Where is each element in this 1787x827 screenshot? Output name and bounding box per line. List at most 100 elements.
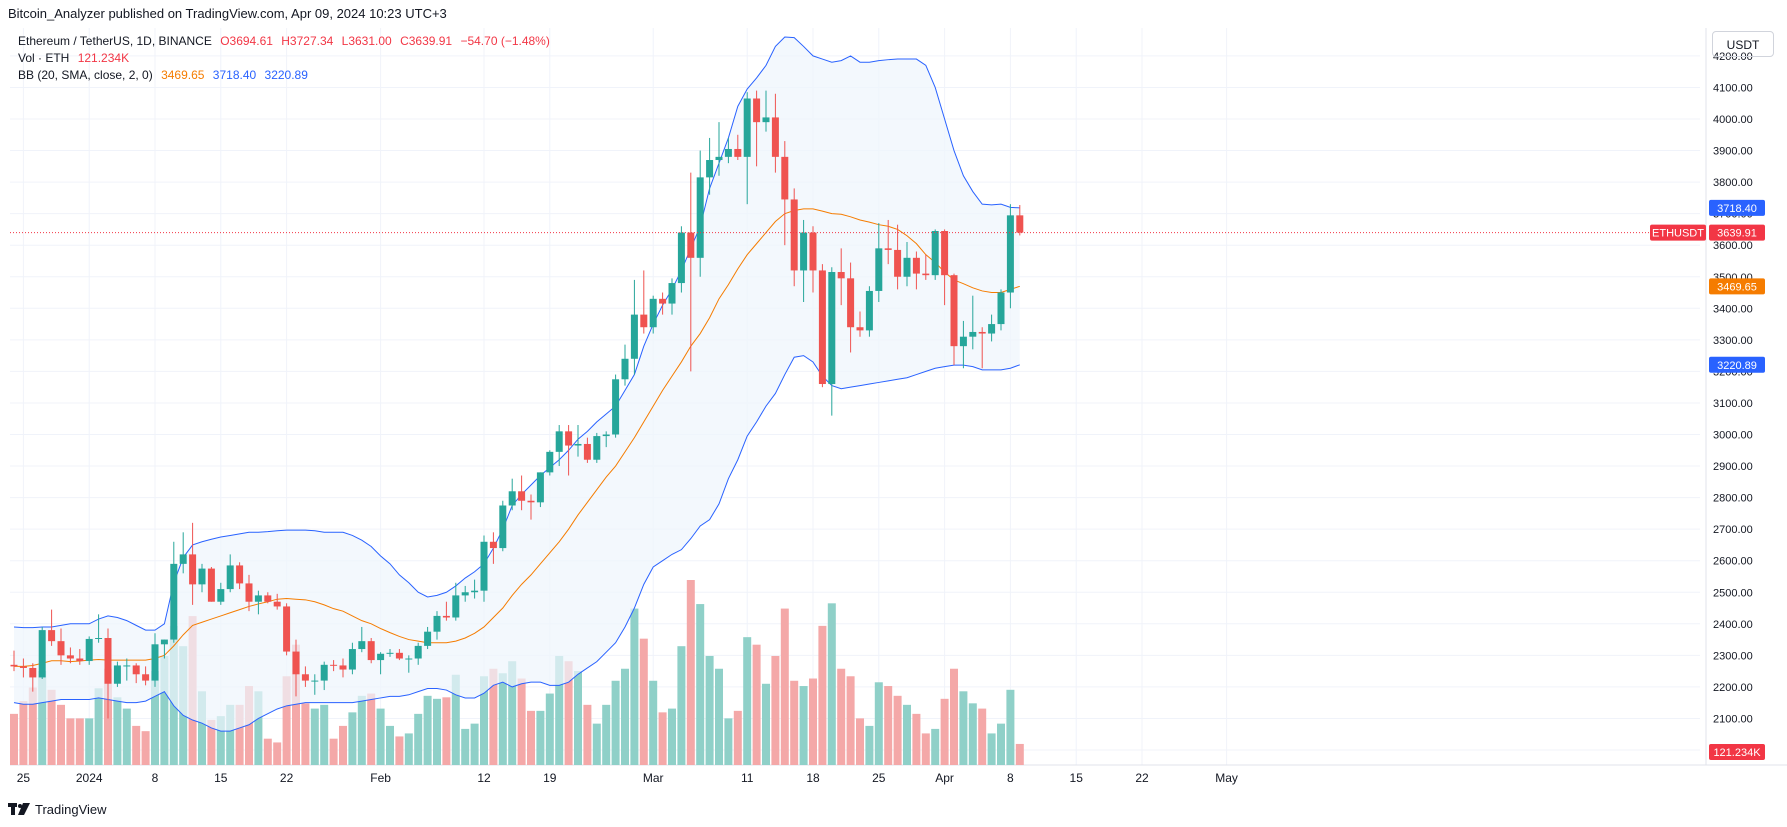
candle (771, 93, 779, 173)
candle-body (29, 667, 37, 678)
candle (226, 554, 234, 593)
y-tick-label: 2500.00 (1713, 587, 1753, 599)
volume-bar (968, 703, 977, 765)
y-tick-label: 2700.00 (1713, 524, 1753, 536)
candle (19, 658, 27, 678)
candle (743, 92, 751, 205)
volume-bar (583, 704, 592, 765)
candle-body (583, 443, 591, 460)
volume-bar (602, 704, 611, 765)
candle-body (715, 156, 723, 161)
volume-bar (386, 725, 394, 765)
candle (57, 628, 65, 665)
candle-body (95, 637, 103, 639)
candle-body (800, 232, 808, 271)
candle (753, 90, 761, 167)
volume-value: 121.234K (77, 51, 130, 65)
volume-bar (122, 708, 131, 765)
x-tick-label: 22 (1135, 771, 1149, 785)
candle-body (884, 248, 892, 250)
volume-bar (423, 695, 432, 765)
y-tick-label: 3900.00 (1713, 146, 1753, 158)
price-label-bg (1709, 199, 1765, 216)
candle (48, 609, 56, 646)
candle-body (546, 451, 554, 473)
candle-body (367, 641, 375, 661)
volume-bar (310, 708, 319, 765)
candle-body (828, 272, 836, 385)
volume-bar (113, 697, 122, 765)
x-tick-label: 22 (280, 771, 294, 785)
candle-body (621, 358, 629, 380)
volume-bar (536, 710, 545, 765)
candle (198, 563, 206, 593)
candle-body (170, 563, 178, 640)
candle (330, 660, 338, 672)
volume-bar (677, 646, 686, 765)
volume-bar (705, 655, 714, 765)
volume-bar (28, 687, 37, 765)
volume-bar (658, 712, 667, 765)
volume-bar (950, 668, 958, 765)
volume-bar (865, 725, 874, 765)
volume-bar (470, 723, 479, 765)
candle-body (151, 644, 159, 681)
currency-button[interactable]: USDT (1712, 31, 1774, 57)
volume-bar (433, 698, 441, 765)
high-value: H3727.34 (281, 34, 334, 48)
candle (76, 649, 84, 665)
candle-body (226, 565, 234, 590)
candle (170, 541, 178, 643)
volume-bar (160, 655, 169, 765)
volume-bar (921, 733, 930, 765)
candle (828, 267, 836, 416)
price-label-bb_upper: 3718.40 (1709, 199, 1765, 216)
candle-body (123, 665, 131, 667)
candle (386, 649, 394, 657)
candle-body (856, 327, 864, 331)
candle-body (781, 156, 789, 200)
volume-bar (809, 678, 817, 765)
price-chart[interactable]: 2000.002100.002200.002300.002400.002500.… (0, 0, 1787, 795)
x-tick-label: 15 (1070, 771, 1084, 785)
y-tick-label: 3000.00 (1713, 430, 1753, 442)
price-label-bb_lower: 3220.89 (1709, 356, 1765, 373)
candle (565, 425, 573, 476)
candle-body (301, 674, 309, 681)
candle (292, 639, 300, 697)
price-label-bb_mid: 3469.65 (1709, 278, 1765, 295)
volume-bar (611, 680, 620, 765)
price-label-text: 3718.40 (1717, 203, 1757, 215)
legend-symbol-row: Ethereum / TetherUS, 1D, BINANCE O3694.6… (18, 34, 555, 48)
candle-body (865, 290, 873, 331)
candle-body (217, 589, 225, 602)
candle-body (1016, 215, 1024, 233)
candle (781, 141, 789, 246)
volume-bar (686, 580, 695, 765)
candle (377, 652, 385, 675)
candle-body (706, 160, 714, 178)
volume-bar (367, 693, 376, 765)
volume-bar (404, 733, 413, 765)
candle (715, 122, 723, 176)
volume-bar (348, 712, 357, 765)
y-tick-label: 2900.00 (1713, 461, 1753, 473)
low-value: L3631.00 (341, 34, 392, 48)
candle-body (743, 98, 751, 157)
candle (461, 585, 469, 602)
volume-bar (1015, 743, 1024, 765)
candle-body (471, 590, 479, 593)
candle (800, 219, 808, 302)
volume-bar (874, 682, 883, 765)
candle-body (264, 595, 272, 602)
volume-bar (827, 603, 836, 765)
candle (217, 582, 225, 605)
candle-body (809, 232, 817, 271)
volume-bar (292, 644, 300, 765)
volume-bar (94, 688, 103, 765)
price-label-bg (1709, 224, 1765, 241)
candle-body (837, 272, 845, 279)
time-axis: 25 2024 8 15 22 Feb 12 19 Mar 11 18 25 Apr 8 15 22 May (17, 771, 1238, 785)
volume-label-bg (1709, 744, 1765, 760)
volume-bar (57, 704, 65, 765)
